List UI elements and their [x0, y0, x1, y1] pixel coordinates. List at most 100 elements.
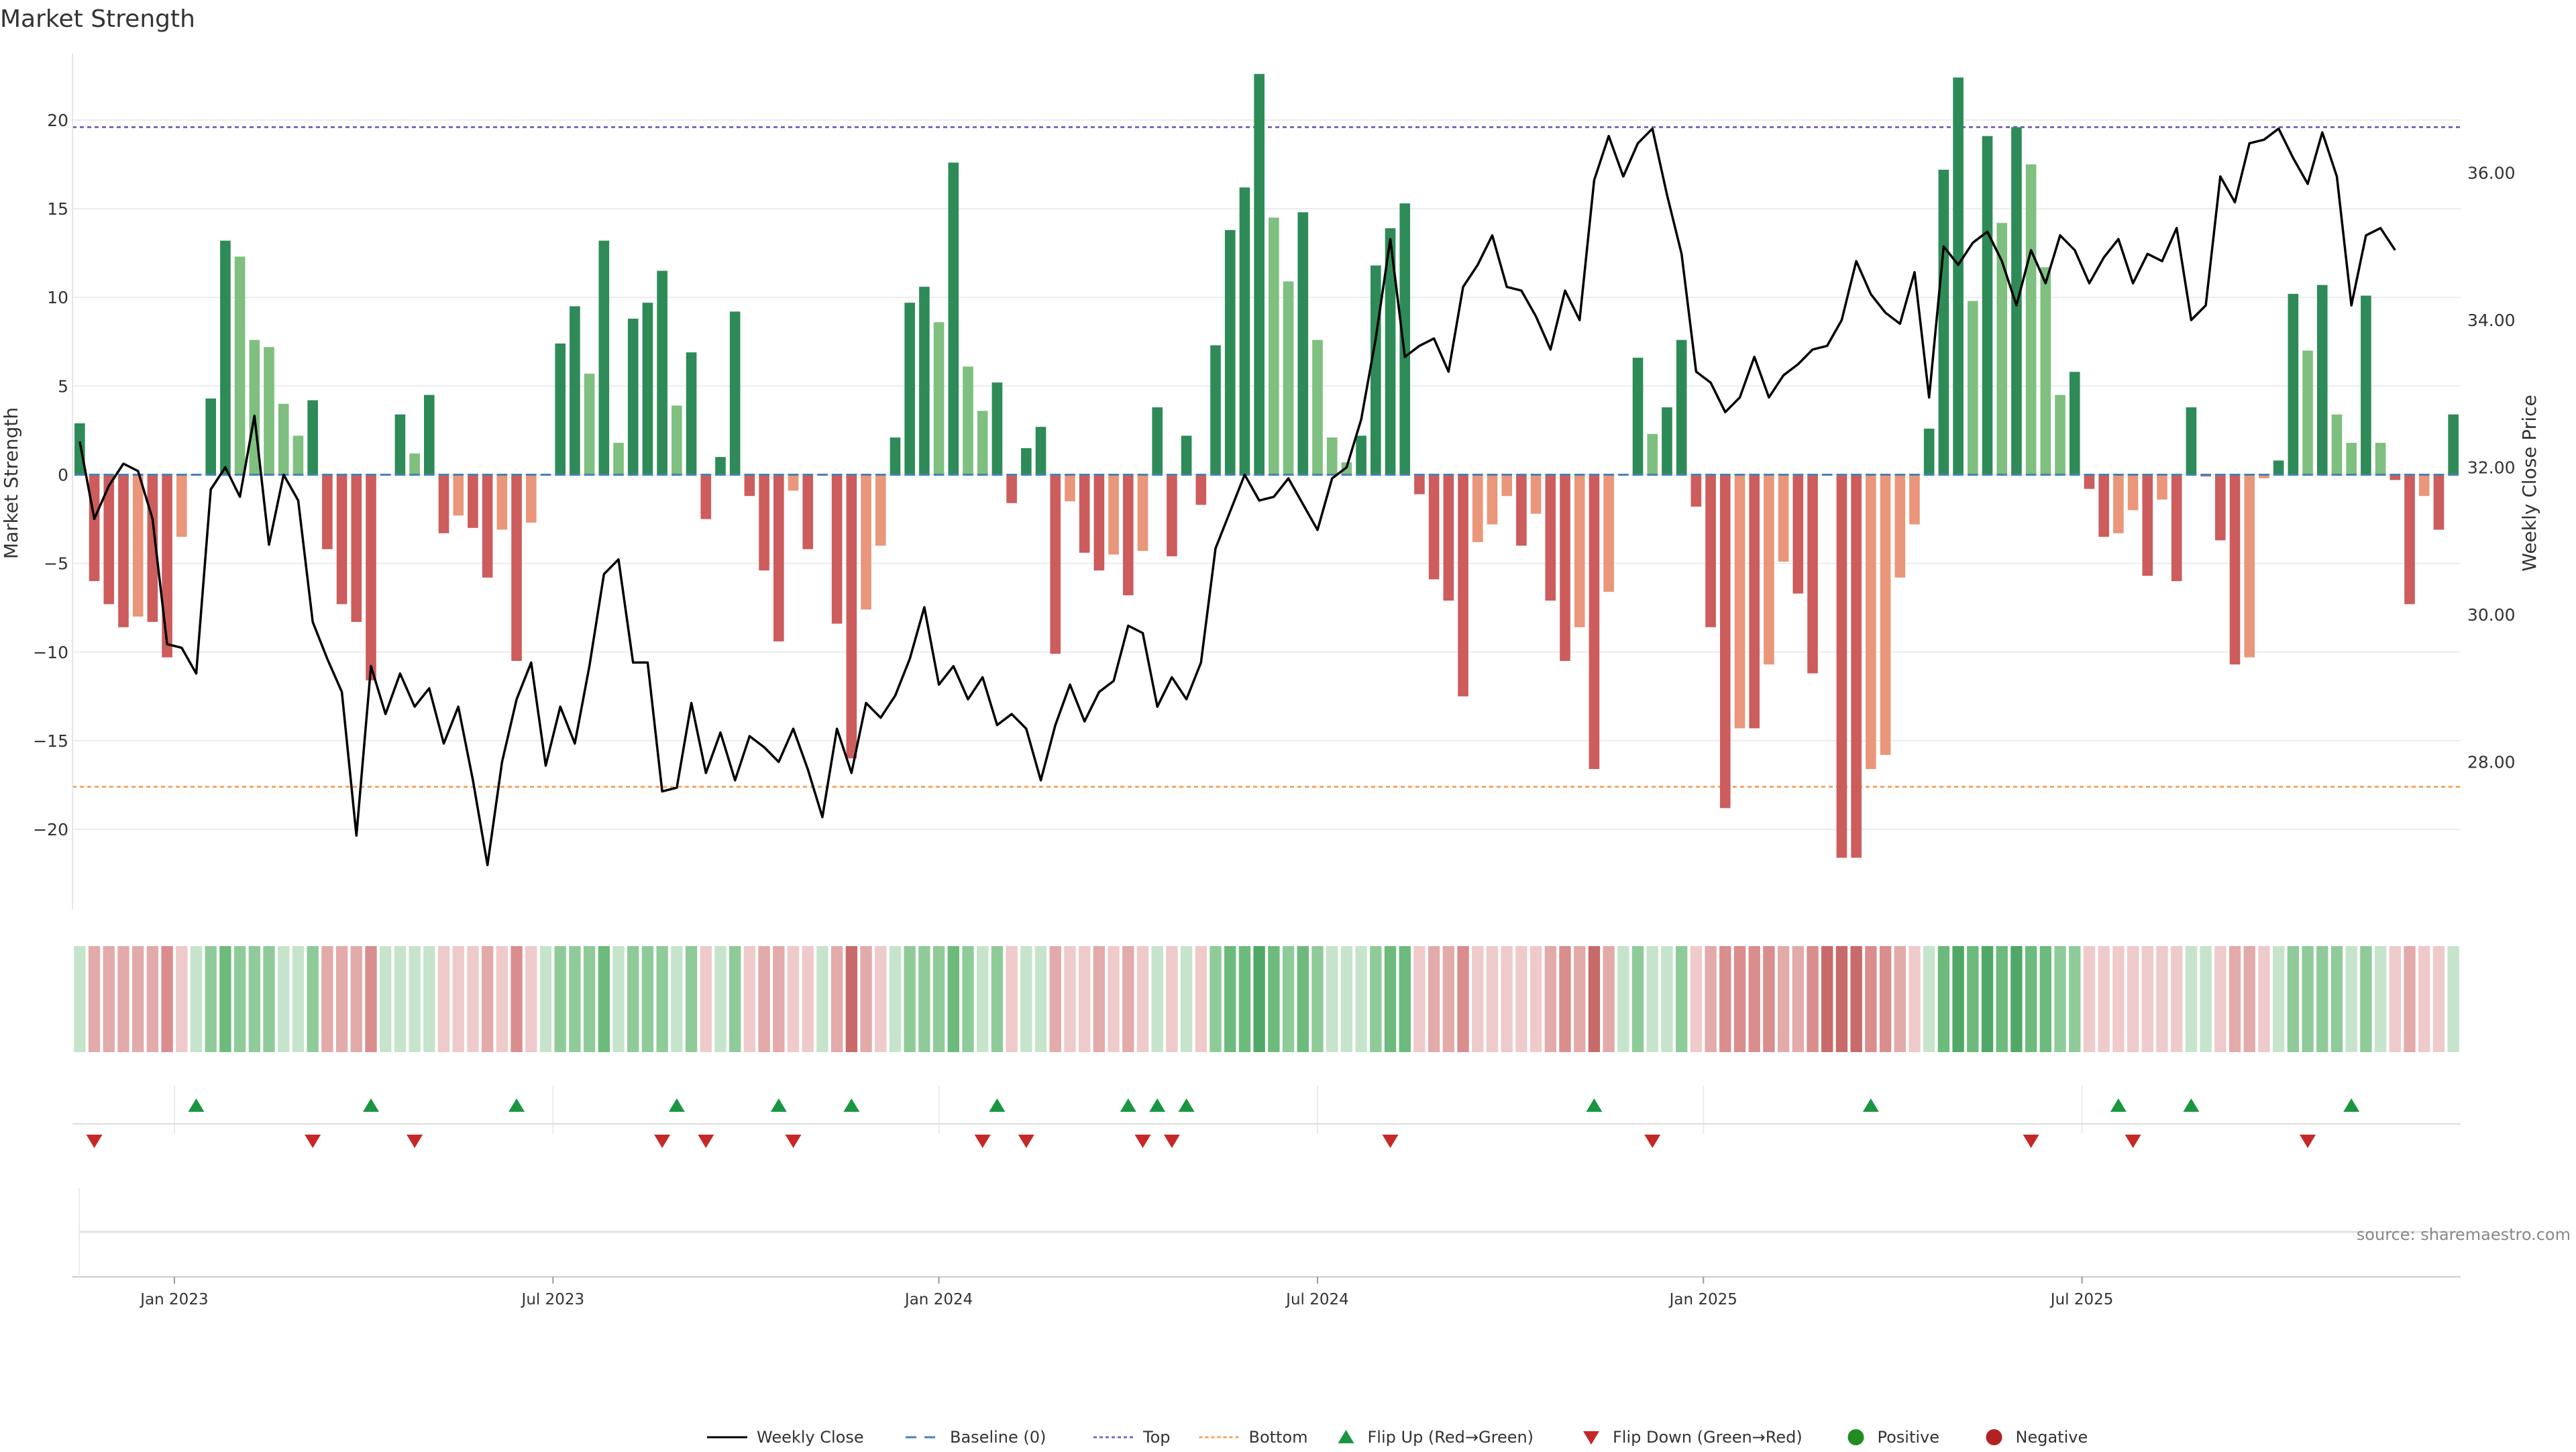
heat-cell	[627, 946, 639, 1052]
heat-cell	[1792, 946, 1804, 1052]
heat-cell	[1719, 946, 1731, 1052]
heat-cell	[205, 946, 217, 1052]
flip-down-marker	[1134, 1135, 1151, 1148]
heat-cell	[845, 946, 858, 1052]
heat-cell	[1981, 946, 1994, 1052]
x-tick-label: Jan 2024	[904, 1291, 973, 1308]
heat-cell	[190, 946, 203, 1052]
heat-cell	[1529, 946, 1542, 1052]
heat-cell	[1763, 946, 1775, 1052]
strength-bar	[1269, 217, 1279, 475]
heat-cell	[2098, 946, 2110, 1052]
strength-bar	[1283, 281, 1294, 475]
strength-bar	[1662, 407, 1672, 475]
heat-cell	[1268, 946, 1280, 1052]
strength-bar	[424, 395, 435, 475]
strength-bar	[1181, 435, 1192, 475]
heat-cell	[2083, 946, 2096, 1052]
heat-cell	[656, 946, 668, 1052]
strength-bar	[453, 474, 464, 516]
right-tick-label: 34.00	[2467, 311, 2516, 330]
strength-bar	[1516, 474, 1527, 546]
heat-cell	[496, 946, 508, 1052]
flip-down-marker	[2125, 1135, 2141, 1148]
heat-cell	[758, 946, 770, 1052]
heat-cell	[1646, 946, 1658, 1052]
x-axis: Jan 2023 Jul 2023 Jan 2024 Jul 2024 Jan 2025…	[72, 1276, 2461, 1308]
legend-label: Top	[1142, 1428, 1171, 1447]
strength-bar	[205, 398, 217, 475]
heat-cell	[729, 946, 741, 1052]
strength-bar	[2375, 442, 2386, 475]
flip-down-marker	[654, 1135, 671, 1148]
flip-up-marker	[2343, 1098, 2360, 1112]
strength-bar	[2098, 474, 2109, 537]
strength-bar	[2448, 414, 2459, 475]
heat-cell	[1661, 946, 1673, 1052]
strength-bar	[2244, 474, 2255, 658]
heat-cell	[612, 946, 625, 1052]
flip-up-marker	[2110, 1098, 2127, 1112]
chart-title: Market Strength	[0, 5, 195, 33]
strength-bar	[831, 474, 843, 624]
strength-bar	[2113, 474, 2124, 533]
right-tick-label: 30.00	[2467, 605, 2516, 625]
heat-cell	[233, 946, 246, 1052]
strength-bar	[598, 240, 610, 475]
strength-bar	[1923, 428, 1935, 475]
heat-cell	[918, 946, 930, 1052]
heat-cell	[2054, 946, 2066, 1052]
flip-up-marker	[1120, 1098, 1136, 1112]
strength-bar	[307, 400, 318, 475]
heat-cell	[2200, 946, 2212, 1052]
left-tick-label: 5	[58, 376, 68, 396]
heat-cell	[1559, 946, 1571, 1052]
heat-cell	[714, 946, 727, 1052]
strength-bar	[846, 474, 857, 759]
heat-cell	[452, 946, 464, 1052]
heat-cell	[1937, 946, 1950, 1052]
strength-bar	[1370, 265, 1381, 475]
strength-bar	[2346, 442, 2357, 475]
heat-cell	[1180, 946, 1193, 1052]
heat-cell	[991, 946, 1004, 1052]
heat-cell	[1210, 946, 1222, 1052]
strength-bar	[2127, 474, 2139, 511]
heat-cell	[88, 946, 101, 1052]
heat-cell	[1326, 946, 1338, 1052]
flip-up-marker	[188, 1098, 205, 1112]
heat-cell	[365, 946, 377, 1052]
heat-cell	[1224, 946, 1236, 1052]
heat-cell	[2374, 946, 2387, 1052]
heat-cell	[2025, 946, 2037, 1052]
strength-bar	[657, 270, 667, 475]
flip-up-marker	[989, 1098, 1006, 1112]
heat-cell	[1253, 946, 1265, 1052]
weekly-close-line	[78, 127, 2396, 866]
heat-cell	[569, 946, 581, 1052]
strength-bar	[1705, 474, 1716, 627]
heat-cell	[1748, 946, 1760, 1052]
strength-bar	[1079, 474, 1090, 553]
legend-label: Bottom	[1249, 1428, 1308, 1447]
strength-bar	[1399, 203, 1411, 475]
heat-cell	[2069, 946, 2081, 1052]
heat-cell	[2302, 946, 2314, 1052]
strength-bar	[89, 474, 100, 582]
strength-bar	[1312, 340, 1323, 475]
flip-down-marker	[86, 1135, 103, 1148]
heat-cell	[437, 946, 450, 1052]
strength-bar	[1385, 228, 1396, 475]
strength-bar	[613, 442, 624, 475]
strength-bar	[220, 240, 231, 475]
heat-cell	[1574, 946, 1586, 1052]
strength-bar	[2433, 474, 2445, 530]
strength-bar	[2040, 267, 2051, 475]
heat-cell	[1690, 946, 1703, 1052]
strength-bar	[292, 435, 304, 475]
legend-label: Negative	[2016, 1428, 2088, 1447]
strength-bar	[2273, 460, 2284, 475]
heat-cell	[511, 946, 523, 1052]
x-tick-label: Jan 2025	[1668, 1291, 1737, 1308]
right-axis-title: Weekly Close Price	[2518, 395, 2540, 571]
